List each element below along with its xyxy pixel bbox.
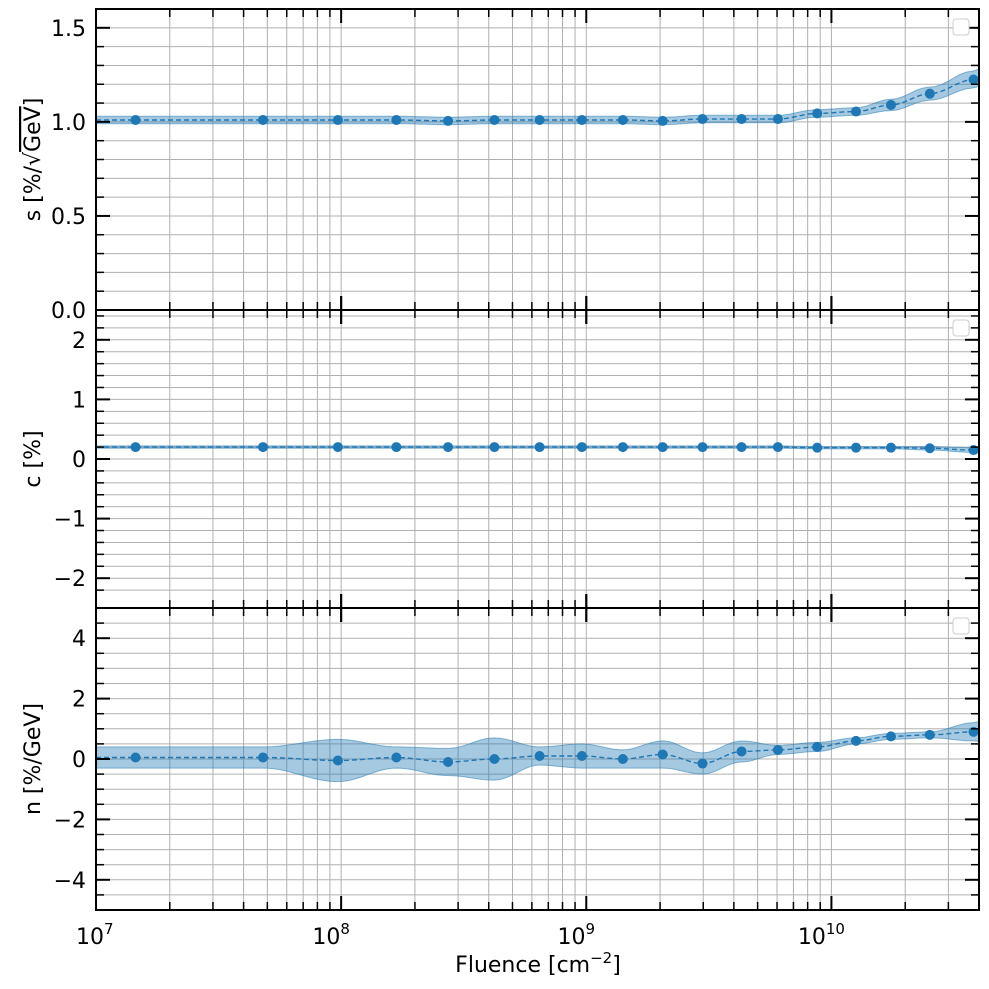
data-point bbox=[924, 729, 935, 740]
x-tick-label-base: 10 bbox=[558, 925, 586, 950]
data-point bbox=[885, 731, 896, 742]
x-tick-label-exponent: 7 bbox=[104, 920, 114, 938]
x-tick-label-base: 10 bbox=[798, 925, 826, 950]
data-point bbox=[257, 752, 268, 763]
data-point bbox=[576, 442, 587, 453]
data-point bbox=[924, 443, 935, 454]
x-tick-label-exponent: 8 bbox=[340, 920, 350, 938]
y-axis-title: n [%/GeV] bbox=[21, 703, 46, 815]
data-point bbox=[885, 99, 896, 110]
data-point bbox=[772, 744, 783, 755]
data-point bbox=[489, 442, 500, 453]
y-axis-title: c [%] bbox=[21, 430, 46, 487]
data-point bbox=[772, 442, 783, 453]
data-point bbox=[130, 752, 141, 763]
data-point bbox=[443, 757, 454, 768]
y-tick-label: 1.5 bbox=[51, 17, 86, 42]
data-point bbox=[332, 755, 343, 766]
data-point bbox=[617, 114, 628, 125]
y-tick-label: 0 bbox=[72, 448, 86, 473]
x-tick-label: 1010 bbox=[798, 920, 845, 950]
y-axis-title-prefix: s [%/√ bbox=[21, 151, 46, 221]
y-tick-label: −2 bbox=[54, 567, 86, 592]
data-point bbox=[617, 754, 628, 764]
data-point bbox=[772, 114, 783, 125]
data-point bbox=[443, 442, 454, 453]
data-point bbox=[391, 442, 402, 453]
legend bbox=[952, 319, 970, 337]
data-point bbox=[534, 750, 545, 761]
y-tick-label: −1 bbox=[54, 508, 86, 533]
data-point bbox=[812, 108, 823, 119]
x-tick-label: 109 bbox=[558, 920, 596, 950]
data-point bbox=[391, 114, 402, 125]
data-point bbox=[257, 114, 268, 125]
y-tick-label: 2 bbox=[72, 329, 86, 354]
data-point bbox=[885, 442, 896, 453]
data-point bbox=[489, 114, 500, 125]
data-point bbox=[812, 741, 823, 752]
data-point bbox=[736, 114, 747, 125]
panels: 0.0 0.5 1.0 1.5 s [%/√GeV] −2 −1 0 1 2 c [%] −4 −2 0 2… bbox=[21, 8, 980, 911]
y-tick-label: 2 bbox=[72, 688, 86, 713]
y-axis-title-suffix: ] bbox=[21, 98, 46, 107]
data-point bbox=[257, 442, 268, 453]
x-axis-title: Fluence [cm−2] bbox=[455, 949, 621, 978]
data-point bbox=[736, 746, 747, 757]
y-tick-label: −2 bbox=[54, 808, 86, 833]
data-point bbox=[534, 114, 545, 125]
y-tick-label: 1.0 bbox=[51, 111, 86, 136]
y-tick-label: 0 bbox=[72, 748, 86, 773]
data-point bbox=[332, 114, 343, 125]
data-point bbox=[657, 749, 668, 760]
data-point bbox=[443, 115, 454, 126]
data-point bbox=[851, 735, 862, 746]
y-tick-label: −4 bbox=[54, 869, 86, 894]
data-point bbox=[391, 752, 402, 763]
data-point bbox=[851, 442, 862, 453]
panel-bottom: −4 −2 0 2 4 n [%/GeV] bbox=[21, 607, 980, 911]
data-point bbox=[657, 442, 668, 453]
y-tick-label: 1 bbox=[72, 388, 86, 413]
x-tick-label: 108 bbox=[312, 920, 350, 950]
x-axis-title-exponent: −2 bbox=[590, 949, 612, 967]
data-point bbox=[130, 442, 141, 453]
data-point bbox=[332, 442, 343, 453]
x-tick-label-base: 10 bbox=[312, 925, 340, 950]
data-point bbox=[617, 442, 628, 453]
axes-frame bbox=[95, 607, 980, 911]
x-axis: 107 108 109 1010 bbox=[76, 296, 845, 950]
data-point bbox=[534, 442, 545, 453]
data-point bbox=[576, 114, 587, 125]
y-axis-title: s [%/√GeV] bbox=[21, 98, 46, 222]
y-axis-title-root: GeV bbox=[21, 106, 46, 152]
panel-middle: −2 −1 0 1 2 c [%] bbox=[21, 309, 980, 609]
y-tick-label: 0.5 bbox=[51, 205, 86, 230]
legend bbox=[952, 617, 970, 635]
data-point bbox=[697, 758, 708, 769]
y-tick-label: 4 bbox=[72, 627, 86, 652]
data-point bbox=[697, 114, 708, 125]
x-tick-label-exponent: 10 bbox=[826, 920, 845, 938]
data-point bbox=[657, 115, 668, 126]
y-tick-label: 0.0 bbox=[51, 299, 86, 324]
data-point bbox=[924, 88, 935, 99]
data-point bbox=[489, 754, 500, 764]
panel-top: 0.0 0.5 1.0 1.5 s [%/√GeV] bbox=[21, 8, 980, 324]
data-point bbox=[851, 106, 862, 117]
data-point bbox=[576, 750, 587, 761]
x-tick-label-exponent: 9 bbox=[586, 920, 596, 938]
data-point bbox=[968, 74, 979, 85]
x-tick-label-base: 10 bbox=[76, 925, 104, 950]
data-point bbox=[812, 442, 823, 453]
data-point bbox=[697, 442, 708, 453]
legend bbox=[952, 18, 970, 36]
data-point bbox=[130, 114, 141, 125]
data-point bbox=[736, 442, 747, 453]
x-tick-label: 107 bbox=[76, 920, 114, 950]
